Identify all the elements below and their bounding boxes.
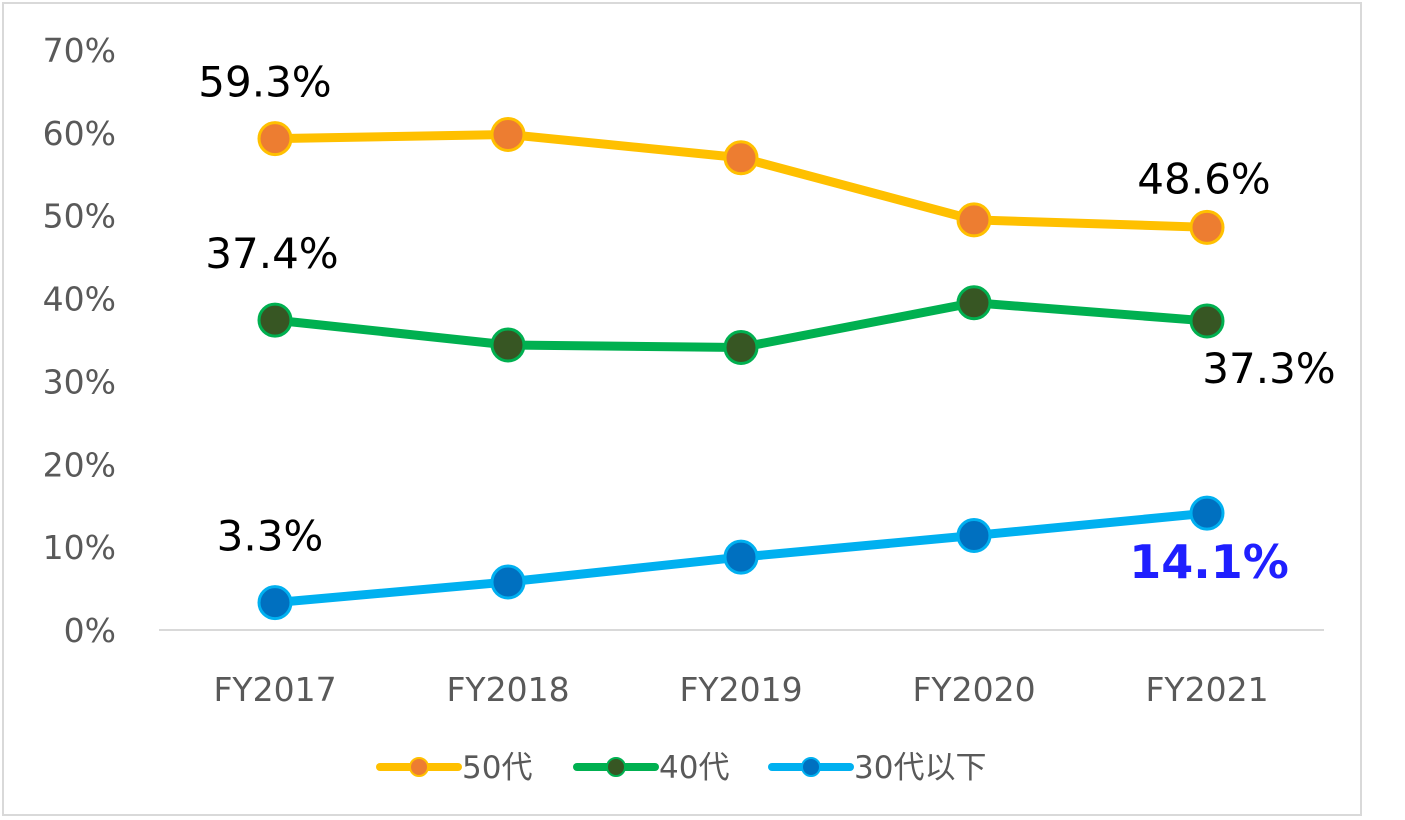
line-chart: 0%10%20%30%40%50%60%70% FY2017 FY2018 FY20… xyxy=(43,31,1336,786)
x-axis-ticks: FY2017 FY2018 FY2019 FY2020 FY2021 xyxy=(213,670,1268,709)
data-label: 37.3% xyxy=(1202,344,1335,393)
x-tick-label: FY2020 xyxy=(912,670,1035,709)
chart-frame: 0% 10% 20% 30% 40% 50% 60% 70% FY2017 FY2018 FY20… xyxy=(2,2,1362,816)
x-tick-label: FY2019 xyxy=(679,670,802,709)
y-tick-label: 30% xyxy=(43,362,116,401)
legend-label: 30代以下 xyxy=(854,750,986,786)
y-tick-label: 60% xyxy=(43,114,116,153)
y-tick-label: 70% xyxy=(43,31,116,70)
series-2-point xyxy=(956,518,992,554)
data-label: 3.3% xyxy=(217,512,324,561)
series-2-point xyxy=(1189,495,1225,531)
data-label: 59.3% xyxy=(198,58,331,107)
y-tick-label: 0% xyxy=(64,611,116,650)
x-tick-label: FY2021 xyxy=(1145,670,1268,709)
x-tick-label: FY2018 xyxy=(446,670,569,709)
series-0-point xyxy=(723,140,759,176)
series-2-point xyxy=(490,564,526,600)
series-0-point xyxy=(257,121,293,157)
legend-swatch-marker xyxy=(801,757,821,777)
legend-swatch-marker xyxy=(606,757,626,777)
data-label: 37.4% xyxy=(205,229,338,278)
series-1-point xyxy=(723,329,759,365)
legend-label: 50代 xyxy=(462,750,532,786)
y-tick-label: 20% xyxy=(43,445,116,484)
series-0-point xyxy=(956,202,992,238)
series-lines xyxy=(270,130,1212,608)
legend: 50代 40代 30代以下 xyxy=(376,750,986,786)
data-labels: 59.3% 48.6% 37.4% 37.3% 3.3% 14.1% xyxy=(198,58,1335,590)
legend-swatch-marker xyxy=(409,757,429,777)
series-0-point xyxy=(1189,209,1225,245)
series-1-point xyxy=(490,327,526,363)
x-tick-label: FY2017 xyxy=(213,670,336,709)
y-tick-label: 50% xyxy=(43,197,116,236)
series-2-point xyxy=(257,585,293,621)
data-label: 14.1% xyxy=(1129,535,1289,589)
data-label: 48.6% xyxy=(1137,154,1270,203)
series-1-point xyxy=(956,285,992,321)
legend-label: 40代 xyxy=(659,750,729,786)
series-1-point xyxy=(257,302,293,338)
series-markers xyxy=(257,117,1225,621)
y-axis-ticks: 0% 10% 20% 30% 40% 50% 60% 70% xyxy=(43,31,116,650)
series-1-point xyxy=(1189,303,1225,339)
series-0-point xyxy=(490,117,526,153)
y-tick-label: 10% xyxy=(43,528,116,567)
y-tick-label: 40% xyxy=(43,280,116,319)
series-2-point xyxy=(723,539,759,575)
